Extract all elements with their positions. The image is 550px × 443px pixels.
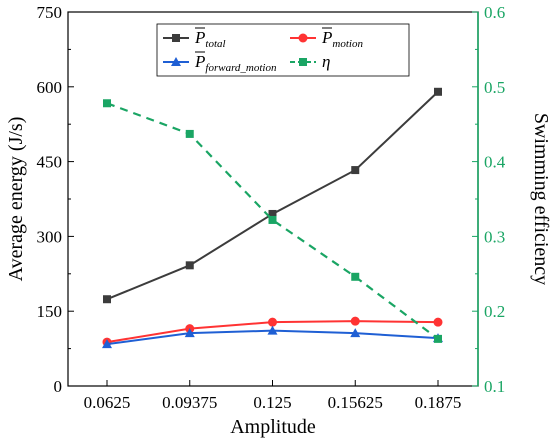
legend-swatch-marker xyxy=(298,33,308,43)
data-point xyxy=(434,87,442,96)
right-tick-label: 0.3 xyxy=(484,227,505,246)
data-point xyxy=(351,166,360,175)
data-point xyxy=(102,339,112,349)
right-axis-title: Swimming efficiency xyxy=(530,113,550,285)
data-point xyxy=(185,129,194,138)
legend-label: Pforward_motion xyxy=(194,52,277,74)
right-tick-label: 0.2 xyxy=(484,302,505,321)
left-tick-label: 600 xyxy=(37,78,63,97)
x-tick-label: 0.15625 xyxy=(328,393,383,412)
data-point xyxy=(268,215,277,224)
left-tick-label: 0 xyxy=(54,377,63,396)
legend-item: η xyxy=(290,52,330,71)
series-total xyxy=(103,87,442,304)
x-tick-label: 0.0625 xyxy=(84,393,131,412)
right-tick-label: 0.1 xyxy=(484,377,505,396)
left-tick-label: 750 xyxy=(37,3,63,22)
x-axis: 0.0625 0.09375 0.125 0.15625 0.1875 xyxy=(84,380,462,412)
legend-swatch-marker xyxy=(299,58,307,66)
series-forward_motion xyxy=(102,325,443,349)
legend-label: Ptotal xyxy=(194,28,226,50)
x-axis-title: Amplitude xyxy=(230,416,316,438)
legend-label: Pmotion xyxy=(321,28,363,50)
left-axis-title: Average energy (J/s) xyxy=(5,117,27,282)
data-point xyxy=(433,317,443,327)
data-point xyxy=(268,317,277,327)
left-axis: 0 150 300 450 600 750 xyxy=(37,3,74,396)
legend-label: η xyxy=(322,52,330,71)
legend-box xyxy=(156,23,410,77)
data-point xyxy=(350,316,360,326)
series-line xyxy=(106,102,439,340)
legend: Ptotal Pmotion Pforward_motion η xyxy=(156,23,410,77)
data-point xyxy=(268,209,277,218)
data-point xyxy=(434,334,442,343)
series-eta xyxy=(103,99,442,343)
series-line xyxy=(106,91,439,301)
left-tick-label: 450 xyxy=(37,153,63,172)
right-axis: 0.1 0.2 0.3 0.4 0.5 0.6 xyxy=(472,3,506,396)
data-point xyxy=(103,295,111,304)
data-point xyxy=(350,328,361,338)
legend-item: Ptotal xyxy=(163,27,226,50)
legend-item: Pmotion xyxy=(290,27,363,50)
data-point xyxy=(267,325,278,335)
data-point xyxy=(185,261,194,270)
legend-swatch-marker xyxy=(171,57,181,66)
right-tick-label: 0.4 xyxy=(484,153,506,172)
legend-item: Pforward_motion xyxy=(163,51,277,74)
series-layer xyxy=(102,87,443,349)
data-point xyxy=(351,272,360,281)
data-point xyxy=(184,328,195,338)
left-tick-label: 150 xyxy=(37,302,63,321)
left-tick-label: 300 xyxy=(37,227,63,246)
legend-swatch-marker xyxy=(172,34,180,42)
right-tick-label: 0.6 xyxy=(484,3,505,22)
series-motion xyxy=(102,316,443,347)
data-point xyxy=(103,99,111,108)
x-tick-label: 0.09375 xyxy=(162,393,217,412)
right-tick-label: 0.5 xyxy=(484,78,505,97)
x-tick-label: 0.125 xyxy=(253,393,291,412)
x-tick-label: 0.1875 xyxy=(415,393,462,412)
